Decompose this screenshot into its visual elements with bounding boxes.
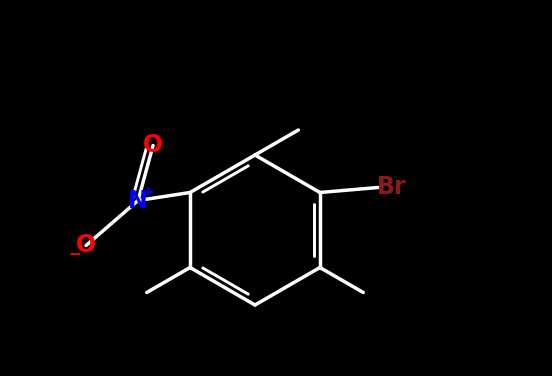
Text: O: O: [143, 133, 163, 158]
Text: O: O: [76, 233, 96, 258]
Text: Br: Br: [377, 176, 407, 200]
Text: +: +: [142, 185, 155, 200]
Text: N: N: [128, 188, 148, 212]
Text: −: −: [68, 247, 82, 262]
